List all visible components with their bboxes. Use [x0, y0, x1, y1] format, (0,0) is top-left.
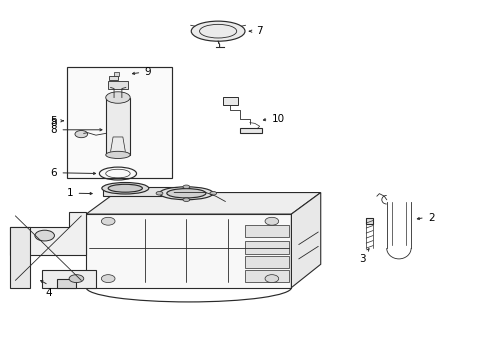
Ellipse shape	[102, 183, 149, 194]
Ellipse shape	[35, 230, 54, 241]
Polygon shape	[106, 98, 130, 155]
Bar	[223, 97, 238, 105]
Ellipse shape	[106, 151, 130, 158]
Text: 3: 3	[359, 253, 366, 264]
Text: 7: 7	[256, 26, 262, 36]
Text: 10: 10	[272, 114, 285, 124]
Bar	[245, 241, 289, 253]
Ellipse shape	[75, 131, 88, 138]
Polygon shape	[86, 193, 321, 214]
Text: 4: 4	[45, 288, 52, 298]
Ellipse shape	[101, 217, 115, 225]
Ellipse shape	[167, 189, 206, 198]
Text: 5: 5	[50, 116, 57, 126]
Bar	[109, 76, 118, 80]
Polygon shape	[366, 218, 373, 224]
Ellipse shape	[101, 275, 115, 283]
Bar	[108, 81, 128, 89]
Ellipse shape	[69, 275, 84, 283]
Bar	[67, 67, 172, 178]
Ellipse shape	[159, 187, 213, 200]
Polygon shape	[57, 279, 76, 288]
Bar	[245, 225, 289, 237]
Text: 6: 6	[50, 168, 57, 178]
Ellipse shape	[265, 275, 279, 283]
Ellipse shape	[265, 217, 279, 225]
Ellipse shape	[156, 192, 163, 195]
Bar	[245, 270, 289, 282]
Text: 9: 9	[145, 67, 151, 77]
Ellipse shape	[210, 192, 217, 195]
Ellipse shape	[108, 184, 143, 192]
Ellipse shape	[183, 198, 190, 202]
Polygon shape	[42, 270, 96, 288]
Bar	[114, 72, 119, 76]
Ellipse shape	[191, 21, 245, 41]
Ellipse shape	[183, 185, 190, 189]
Polygon shape	[103, 187, 176, 196]
Ellipse shape	[106, 92, 130, 103]
Text: 8: 8	[50, 118, 57, 128]
Text: 2: 2	[428, 213, 435, 222]
Polygon shape	[292, 193, 321, 288]
Polygon shape	[10, 226, 30, 288]
Bar	[245, 256, 289, 268]
Polygon shape	[86, 214, 292, 288]
Text: 1: 1	[66, 188, 73, 198]
Text: 8: 8	[50, 125, 57, 135]
Polygon shape	[10, 212, 86, 255]
Polygon shape	[240, 128, 262, 134]
